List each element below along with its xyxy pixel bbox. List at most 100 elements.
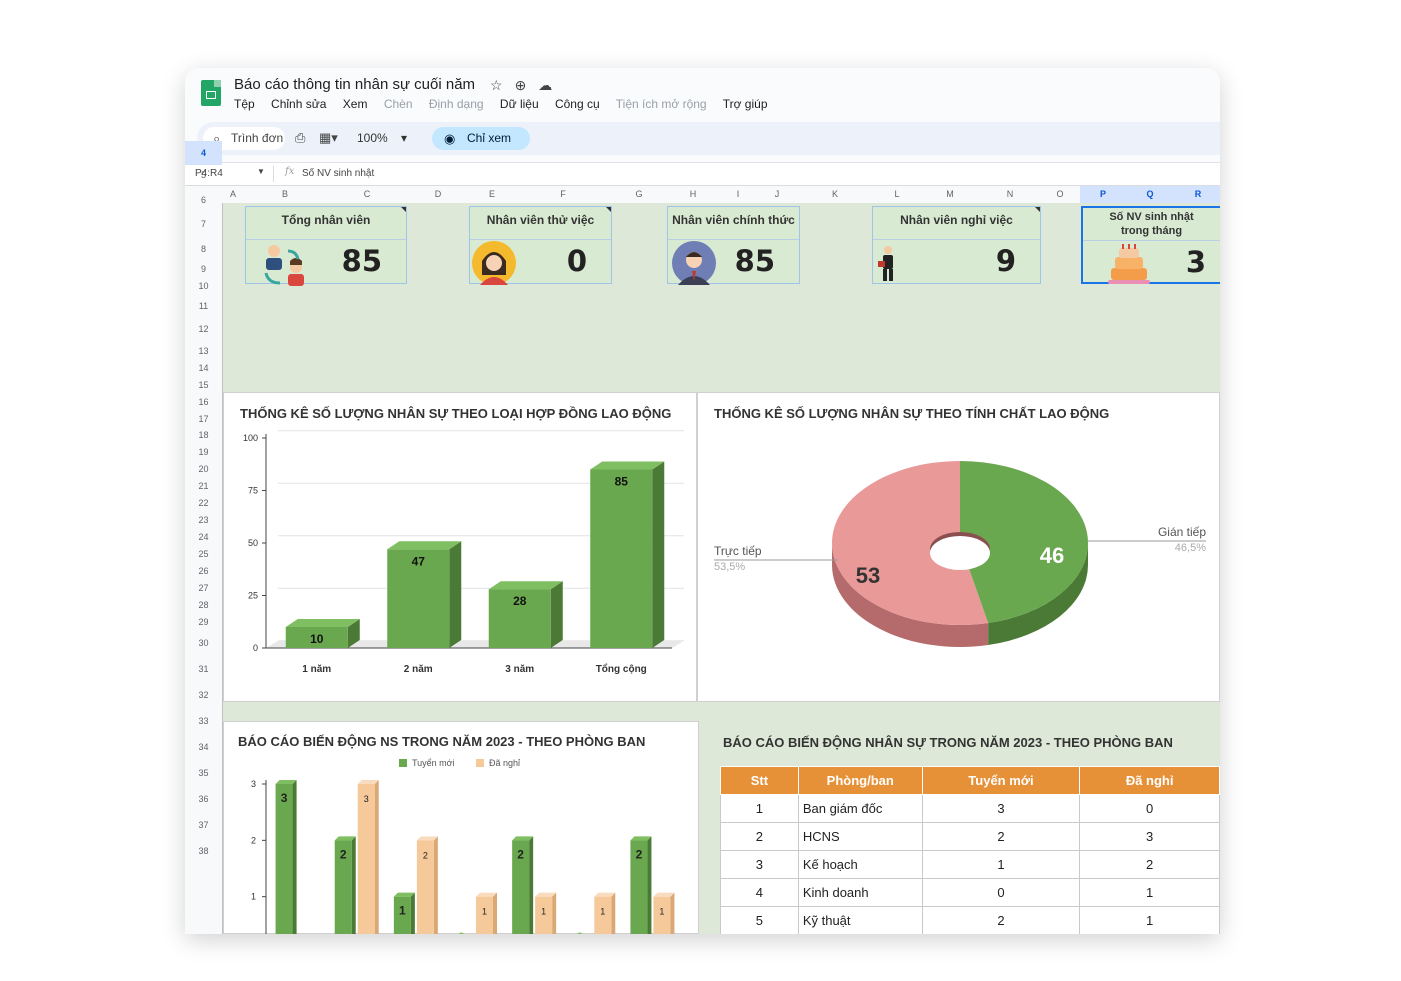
menu-file[interactable]: Tệp [234,97,255,111]
row-header[interactable]: 9 [200,264,206,274]
cell-new-hires[interactable]: 3 [921,794,1081,823]
row-header[interactable]: 31 [198,664,209,674]
cell-stt[interactable]: 2 [720,822,799,851]
column-header[interactable]: A [229,189,237,199]
cell-department[interactable]: HCNS [797,822,923,851]
row-header[interactable]: 10 [198,281,209,291]
row-header[interactable]: 25 [198,549,209,559]
column-header[interactable]: J [774,189,780,199]
cell-department[interactable]: Kinh doanh [797,878,923,907]
row-header[interactable]: 38 [198,846,209,856]
row-header[interactable]: 33 [198,716,209,726]
zoom-select[interactable]: 100% ▾ [357,131,408,145]
cell-new-hires[interactable]: 1 [921,850,1081,879]
sheets-logo-icon[interactable] [201,80,221,106]
row-header[interactable]: 36 [198,794,209,804]
menu-insert[interactable]: Chèn [383,97,413,111]
menu-extensions[interactable]: Tiện ích mở rộng [615,97,707,111]
row-header[interactable]: 34 [198,742,209,752]
cell-resigned[interactable]: 2 [1079,850,1220,879]
row-header[interactable]: 21 [198,481,209,491]
cell-stt[interactable]: 3 [720,850,799,879]
row-header[interactable]: 23 [198,515,209,525]
row-header[interactable]: 14 [198,363,209,373]
chevron-down-icon[interactable]: ▼ [257,167,265,176]
row-header[interactable]: 19 [198,447,209,457]
row-header[interactable]: 30 [198,638,209,648]
cell-stt[interactable]: 4 [720,878,799,907]
cloud-status-icon[interactable]: ☁ [538,77,565,93]
row-header[interactable]: 6 [200,195,206,205]
column-header-department[interactable]: Phòng/ban [797,766,923,795]
row-header[interactable]: 5 [200,170,206,180]
menu-view[interactable]: Xem [342,97,368,111]
cell-department[interactable]: Ban giám đốc [797,794,923,823]
row-header[interactable]: 35 [198,768,209,778]
column-header[interactable]: Q [1146,189,1154,199]
menu-help[interactable]: Trợ giúp [722,97,768,111]
column-header[interactable]: P [1099,189,1107,199]
row-header[interactable]: 27 [198,583,209,593]
labor-nature-chart-panel[interactable]: THỐNG KÊ SỐ LƯỢNG NHÂN SỰ THEO TÍNH CHẤT… [697,392,1220,702]
menu-format[interactable]: Định dạng [428,97,484,111]
contract-type-chart-panel[interactable]: THỐNG KÊ SỐ LƯỢNG NHÂN SỰ THEO LOẠI HỢP … [223,392,697,702]
document-title[interactable]: Báo cáo thông tin nhân sự cuối năm [234,76,476,93]
row-header[interactable]: 11 [198,301,209,311]
kpi-leaving-employees[interactable]: Nhân viên nghỉ việc 9 [872,206,1041,284]
kpi-birthdays-this-month[interactable]: Số NV sinh nhật trong tháng 3 [1081,206,1220,284]
star-icon[interactable]: ☆ [490,77,515,93]
department-change-chart-panel[interactable]: BÁO CÁO BIẾN ĐỘNG NS TRONG NĂM 2023 - TH… [223,721,699,934]
menu-edit[interactable]: Chỉnh sửa [271,97,327,111]
menu-data[interactable]: Dữ liệu [499,97,539,111]
cell-new-hires[interactable]: 2 [921,822,1081,851]
column-header[interactable]: N [1006,189,1014,199]
row-header[interactable]: 26 [198,566,209,576]
column-header[interactable]: O [1056,189,1064,199]
row-header[interactable]: 37 [198,820,209,830]
kpi-official-employees[interactable]: Nhân viên chính thức 85 [667,206,800,285]
row-header[interactable]: 12 [198,324,209,334]
kpi-total-employees[interactable]: Tổng nhân viên 85 [245,206,407,286]
formula-input[interactable]: Số NV sinh nhật [302,168,375,179]
column-header[interactable]: R [1194,189,1202,199]
row-header[interactable]: 24 [198,532,209,542]
cell-resigned[interactable]: 0 [1079,794,1220,823]
row-header[interactable]: 4 [185,141,222,165]
menu-tools[interactable]: Công cụ [554,97,600,111]
column-header[interactable]: K [831,189,839,199]
column-header[interactable]: G [635,189,643,199]
move-folder-icon[interactable]: ⊕ [514,77,539,93]
column-header-new-hires[interactable]: Tuyển mới [921,766,1081,795]
column-header[interactable]: B [281,189,289,199]
cell-stt[interactable]: 1 [720,794,799,823]
cell-resigned[interactable]: 1 [1079,878,1220,907]
row-header[interactable]: 8 [200,244,206,254]
row-header[interactable]: 29 [198,617,209,627]
column-header[interactable]: F [560,189,566,199]
row-header[interactable]: 18 [198,430,209,440]
row-header[interactable]: 32 [198,690,209,700]
row-header[interactable]: 16 [198,397,209,407]
paint-format-icon[interactable]: ▦▾ [319,130,338,145]
row-header[interactable]: 13 [198,346,209,356]
cell-resigned[interactable]: 3 [1079,822,1220,851]
row-header[interactable]: 7 [200,219,206,229]
row-header[interactable]: 15 [198,380,209,390]
column-header[interactable]: L [894,189,900,199]
cell-department[interactable]: Kỹ thuật [797,906,923,934]
row-header[interactable]: 22 [198,498,209,508]
row-header[interactable]: 28 [198,600,209,610]
cell-new-hires[interactable]: 2 [921,906,1081,934]
kpi-trainee-employees[interactable]: Nhân viên thử việc 0 [469,206,612,285]
name-box[interactable]: P4:R4 [195,168,223,179]
cell-stt[interactable]: 5 [720,906,799,934]
column-header[interactable]: M [946,189,954,199]
row-header[interactable]: 20 [198,464,209,474]
view-only-button[interactable]: ◉ Chỉ xem [432,127,530,150]
column-header[interactable]: I [736,189,740,199]
row-header[interactable]: 17 [198,414,209,424]
print-icon[interactable]: ⎙ [295,130,306,145]
cell-department[interactable]: Kế hoạch [797,850,923,879]
column-header-resigned[interactable]: Đã nghỉ [1079,766,1220,795]
cell-new-hires[interactable]: 0 [921,878,1081,907]
